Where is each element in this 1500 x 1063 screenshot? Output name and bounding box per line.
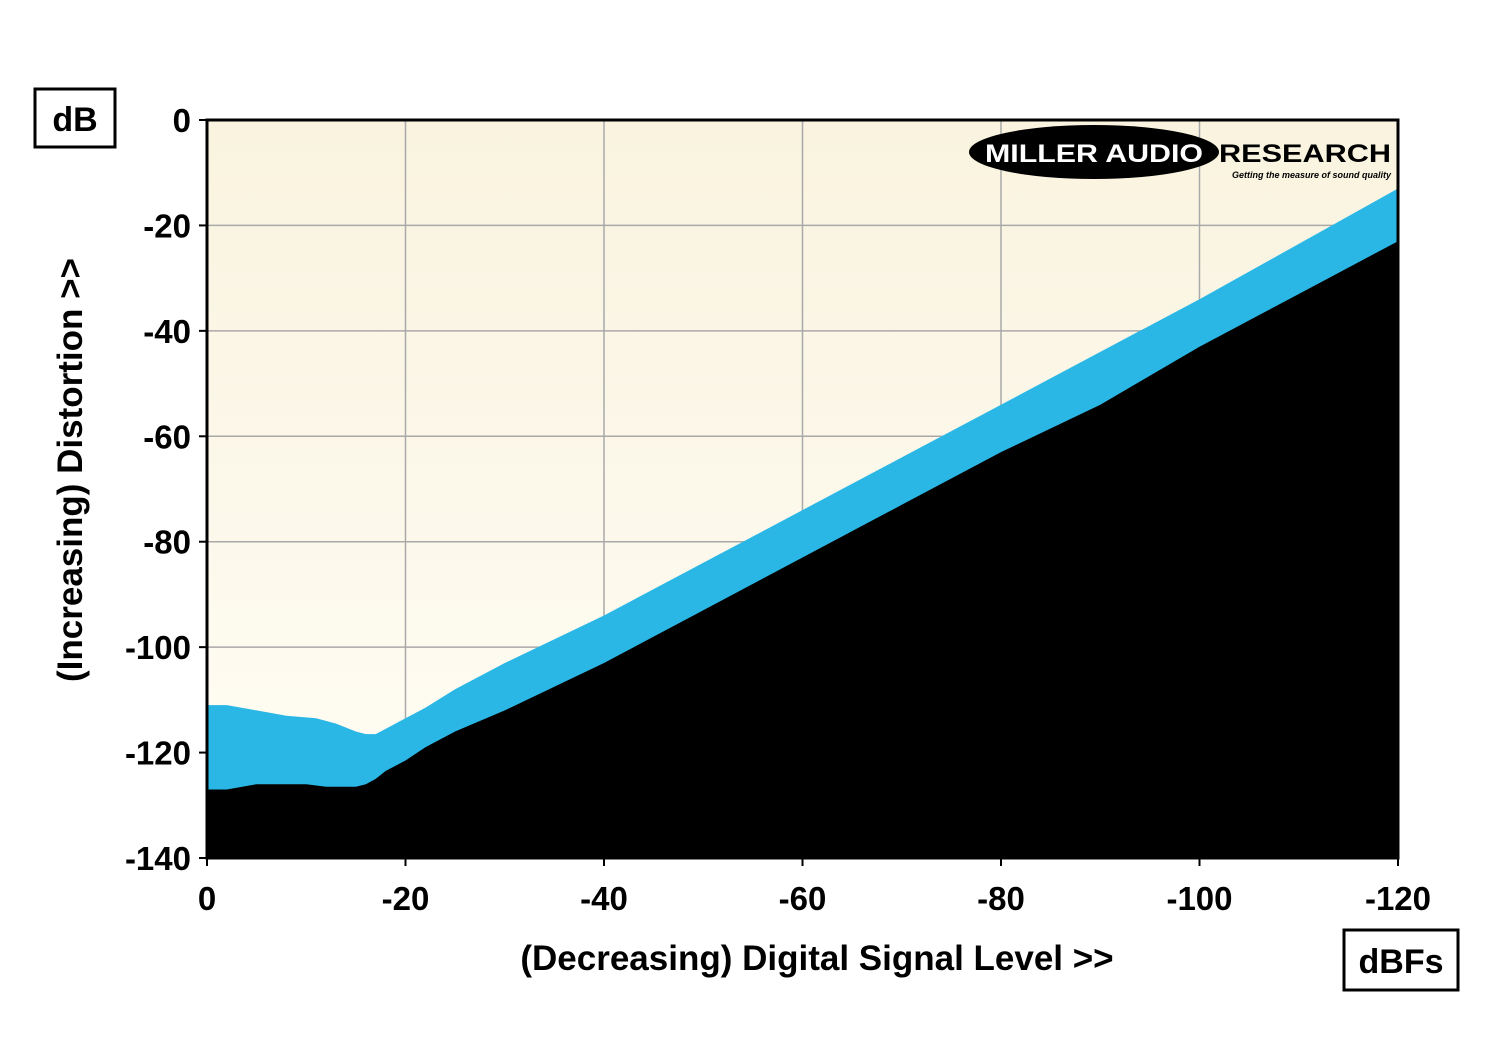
y-tick-label: -100 xyxy=(125,629,191,666)
lower-band-area xyxy=(207,241,1398,858)
y-tick-label: -40 xyxy=(143,313,191,350)
y-tick-label: -140 xyxy=(125,840,191,877)
y-tick-label: -80 xyxy=(143,524,191,561)
y-tick-label: -60 xyxy=(143,418,191,455)
y-unit-label: dB xyxy=(52,101,97,139)
x-tick-label: 0 xyxy=(198,880,216,917)
y-tick-label: -120 xyxy=(125,735,191,772)
x-tick-label: -120 xyxy=(1365,880,1431,917)
y-axis-title: (Increasing) Distortion >> xyxy=(51,258,90,682)
logo-ellipse xyxy=(969,125,1219,179)
x-tick-label: -40 xyxy=(580,880,628,917)
logo-name-right: RESEARCH xyxy=(1219,140,1391,168)
x-tick-label: -100 xyxy=(1166,880,1232,917)
plot-border xyxy=(205,118,1400,860)
x-unit-box: dBFs xyxy=(1342,928,1460,992)
logo-name-left: MILLER AUDIO xyxy=(985,140,1203,168)
x-tick-label: -80 xyxy=(977,880,1025,917)
y-tick-label: -20 xyxy=(143,207,191,244)
brand-logo: MILLER AUDIO RESEARCH Getting the measur… xyxy=(969,125,1392,180)
series-layer xyxy=(207,188,1398,858)
x-unit-label: dBFs xyxy=(1359,943,1444,981)
logo-tagline: Getting the measure of sound quality xyxy=(1232,170,1392,180)
x-tick-label: -20 xyxy=(382,880,430,917)
y-tick-label: 0 xyxy=(173,102,191,139)
x-tick-label: -60 xyxy=(779,880,827,917)
x-axis-title: (Decreasing) Digital Signal Level >> xyxy=(520,939,1113,978)
y-unit-box: dB xyxy=(33,87,117,149)
tick-labels: 0 -20 -40 -60 -80 -100 -120 0 -20 -40 -60 -80 -100 -1… xyxy=(125,102,1431,917)
